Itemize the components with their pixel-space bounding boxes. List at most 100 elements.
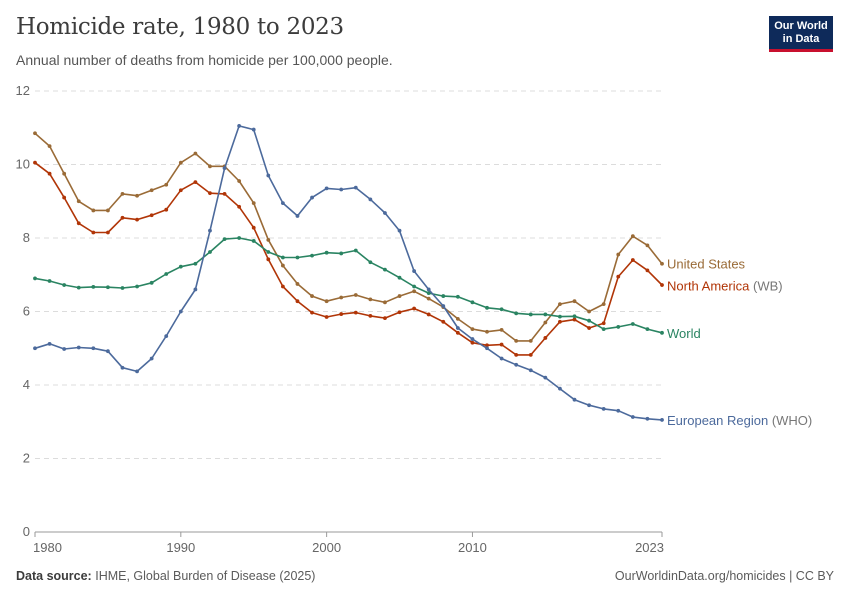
data-point[interactable] (91, 346, 96, 351)
data-point[interactable] (135, 284, 139, 289)
data-point[interactable] (208, 228, 212, 233)
data-point[interactable] (295, 255, 300, 260)
data-point[interactable] (630, 415, 635, 419)
data-point[interactable] (616, 274, 621, 279)
data-point[interactable] (630, 322, 635, 326)
data-point[interactable] (62, 195, 67, 200)
data-point[interactable] (208, 191, 212, 196)
data-point[interactable] (353, 185, 358, 190)
data-point[interactable] (455, 294, 460, 299)
data-point[interactable] (310, 294, 314, 298)
data-point[interactable] (616, 408, 621, 413)
data-point[interactable] (455, 326, 460, 330)
data-point[interactable] (470, 300, 475, 305)
data-point[interactable] (251, 239, 256, 243)
data-point[interactable] (135, 193, 139, 198)
data-point[interactable] (164, 272, 169, 276)
data-point[interactable] (222, 192, 227, 196)
series-world[interactable] (33, 236, 664, 335)
data-point[interactable] (601, 302, 606, 307)
data-point[interactable] (208, 250, 212, 254)
data-point[interactable] (91, 208, 96, 213)
data-point[interactable] (572, 299, 577, 304)
data-point[interactable] (426, 296, 431, 301)
data-point[interactable] (324, 315, 329, 319)
data-point[interactable] (660, 418, 664, 422)
data-point[interactable] (528, 368, 533, 373)
data-point[interactable] (412, 306, 417, 311)
data-point[interactable] (295, 299, 300, 304)
series-label[interactable]: European Region (WHO) (667, 413, 812, 428)
data-point[interactable] (645, 243, 650, 248)
series-line[interactable] (34, 162, 663, 356)
data-point[interactable] (149, 356, 154, 361)
data-point[interactable] (120, 192, 125, 196)
data-point[interactable] (499, 307, 504, 312)
data-point[interactable] (353, 293, 358, 297)
data-point[interactable] (455, 330, 460, 335)
data-point[interactable] (441, 304, 446, 308)
data-point[interactable] (470, 327, 475, 332)
data-point[interactable] (164, 334, 169, 339)
data-point[interactable] (47, 171, 52, 176)
data-point[interactable] (178, 188, 183, 193)
data-point[interactable] (135, 369, 139, 374)
data-point[interactable] (441, 294, 446, 298)
data-point[interactable] (383, 316, 387, 321)
series-line[interactable] (34, 125, 663, 421)
data-point[interactable] (601, 406, 606, 411)
data-point[interactable] (383, 211, 387, 215)
data-point[interactable] (412, 289, 417, 294)
data-point[interactable] (120, 286, 125, 290)
data-point[interactable] (558, 302, 562, 307)
data-point[interactable] (135, 217, 139, 222)
data-point[interactable] (266, 250, 271, 254)
data-point[interactable] (455, 316, 460, 321)
series-united-states[interactable] (33, 131, 664, 343)
footer-link[interactable]: OurWorldinData.org/homicides | CC BY (614, 569, 834, 583)
series-label[interactable]: North America (WB) (667, 279, 783, 294)
data-point[interactable] (485, 346, 489, 351)
data-point[interactable] (514, 311, 519, 316)
data-point[interactable] (587, 403, 591, 408)
data-point[interactable] (543, 320, 548, 325)
series-north-america-wb[interactable] (33, 160, 664, 357)
data-point[interactable] (645, 268, 650, 273)
data-point[interactable] (62, 283, 67, 287)
data-point[interactable] (251, 225, 256, 230)
data-point[interactable] (280, 263, 285, 268)
data-point[interactable] (601, 327, 606, 332)
data-point[interactable] (222, 237, 227, 242)
data-point[interactable] (76, 221, 81, 226)
data-point[interactable] (193, 151, 198, 156)
data-point[interactable] (499, 327, 504, 332)
data-point[interactable] (543, 312, 548, 317)
data-point[interactable] (310, 253, 314, 258)
data-point[interactable] (514, 352, 519, 357)
data-point[interactable] (237, 204, 242, 209)
data-point[interactable] (645, 327, 650, 332)
series-line[interactable] (34, 237, 663, 334)
data-point[interactable] (76, 285, 81, 290)
series-european-region-who[interactable] (33, 124, 664, 422)
data-point[interactable] (485, 305, 489, 310)
data-point[interactable] (441, 319, 446, 324)
data-point[interactable] (601, 321, 606, 326)
data-point[interactable] (397, 228, 402, 233)
data-point[interactable] (426, 312, 431, 317)
data-point[interactable] (558, 314, 562, 319)
data-point[interactable] (280, 284, 285, 289)
data-point[interactable] (630, 234, 635, 239)
data-point[interactable] (339, 312, 344, 316)
data-point[interactable] (47, 144, 52, 149)
series-label[interactable]: United States (667, 257, 746, 272)
data-point[interactable] (660, 330, 664, 335)
data-point[interactable] (237, 179, 242, 183)
data-point[interactable] (193, 180, 198, 185)
data-point[interactable] (47, 279, 52, 283)
data-point[interactable] (324, 250, 329, 255)
data-point[interactable] (120, 215, 125, 220)
data-point[interactable] (178, 160, 183, 165)
data-point[interactable] (368, 314, 373, 318)
data-point[interactable] (660, 283, 664, 287)
